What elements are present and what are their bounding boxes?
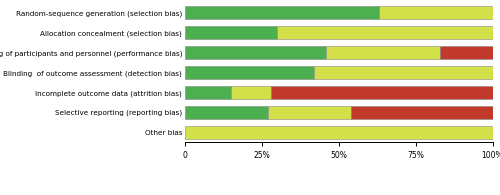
Bar [351, 106, 492, 119]
Bar [185, 86, 231, 99]
Bar [378, 6, 492, 19]
Bar [277, 26, 492, 39]
Bar [185, 46, 326, 59]
Bar [185, 6, 378, 19]
Bar [271, 86, 492, 99]
Bar [185, 26, 277, 39]
Bar [185, 106, 268, 119]
Bar [326, 46, 440, 59]
Bar [440, 46, 492, 59]
Bar [185, 66, 314, 79]
Bar [268, 106, 351, 119]
Bar [231, 86, 271, 99]
Bar [314, 66, 492, 79]
Bar [185, 126, 492, 139]
